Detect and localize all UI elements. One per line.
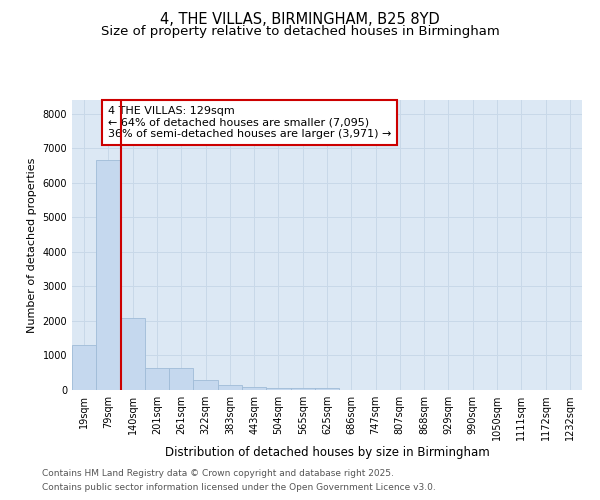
Y-axis label: Number of detached properties: Number of detached properties (27, 158, 37, 332)
Text: Contains public sector information licensed under the Open Government Licence v3: Contains public sector information licen… (42, 484, 436, 492)
Text: 4 THE VILLAS: 129sqm
← 64% of detached houses are smaller (7,095)
36% of semi-de: 4 THE VILLAS: 129sqm ← 64% of detached h… (108, 106, 391, 139)
Bar (266, 388, 290, 390)
Text: 4, THE VILLAS, BIRMINGHAM, B25 8YD: 4, THE VILLAS, BIRMINGHAM, B25 8YD (160, 12, 440, 28)
Bar (315, 388, 339, 390)
Bar (121, 318, 145, 390)
Bar (145, 368, 169, 390)
X-axis label: Distribution of detached houses by size in Birmingham: Distribution of detached houses by size … (164, 446, 490, 459)
Bar (218, 385, 242, 390)
Bar (96, 160, 121, 390)
Bar (242, 387, 266, 390)
Text: Size of property relative to detached houses in Birmingham: Size of property relative to detached ho… (101, 25, 499, 38)
Bar (193, 380, 218, 390)
Bar (169, 368, 193, 390)
Bar (290, 388, 315, 390)
Text: Contains HM Land Registry data © Crown copyright and database right 2025.: Contains HM Land Registry data © Crown c… (42, 468, 394, 477)
Bar (72, 345, 96, 390)
